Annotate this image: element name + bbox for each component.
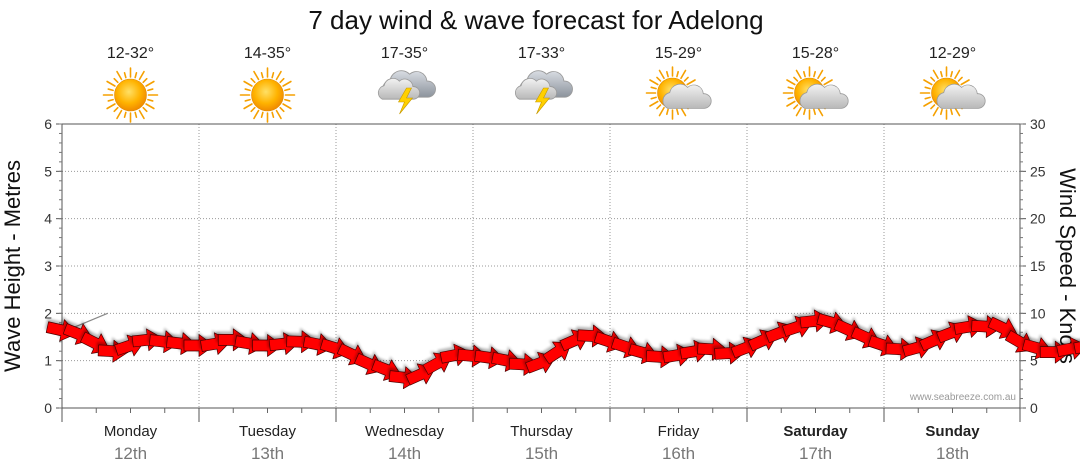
bottom-axis: Monday 12th Tuesday 13th Wednesday 14th Thursd… xyxy=(61,407,1021,463)
left-tick-label: 2 xyxy=(44,305,52,321)
day-date-label: 17th xyxy=(799,444,832,463)
left-tick-label: 3 xyxy=(44,258,52,274)
day-date-label: 14th xyxy=(388,444,421,463)
day-name-label: Sunday xyxy=(925,423,980,440)
right-axis-title: Wind Speed - Knots xyxy=(1055,168,1080,364)
wind-arrow xyxy=(1071,332,1080,357)
day-temperature: 17-33° xyxy=(518,45,565,62)
day-temperature: 17-35° xyxy=(381,45,428,62)
day-temperature: 12-29° xyxy=(929,45,976,62)
storm-icon xyxy=(377,70,436,115)
watermark: www.seabreeze.com.au xyxy=(909,392,1016,403)
day-header: 12-32° 14-35° 17-35° 17-33° 15-29° 15-28° 12-2… xyxy=(102,45,986,123)
storm-icon xyxy=(514,70,573,115)
day-name-label: Monday xyxy=(104,423,158,440)
day-temperature: 14-35° xyxy=(244,45,291,62)
wind-arrow-series xyxy=(44,307,1080,389)
partly-cloudy-icon xyxy=(782,66,849,120)
partly-cloudy-icon xyxy=(645,66,712,120)
right-tick-label: 15 xyxy=(1030,258,1046,274)
left-axis-title: Wave Height - Metres xyxy=(0,160,25,372)
left-tick-label: 0 xyxy=(44,400,52,416)
day-temperature: 15-29° xyxy=(655,45,702,62)
right-tick-label: 25 xyxy=(1030,163,1046,179)
left-tick-label: 6 xyxy=(44,116,52,132)
day-name-label: Wednesday xyxy=(365,423,444,440)
day-date-label: 16th xyxy=(662,444,695,463)
day-name-label: Tuesday xyxy=(239,423,296,440)
sunny-icon xyxy=(102,67,159,123)
right-axis: 0 5 10 15 20 25 30 xyxy=(1020,116,1046,416)
right-tick-label: 5 xyxy=(1030,353,1038,369)
day-name-label: Friday xyxy=(658,423,700,440)
day-date-label: 13th xyxy=(251,444,284,463)
grid-lines xyxy=(62,124,1020,408)
left-tick-label: 5 xyxy=(44,163,52,179)
left-axis: 0 1 2 3 4 5 6 xyxy=(44,116,62,416)
day-temperature: 12-32° xyxy=(107,45,154,62)
right-tick-label: 0 xyxy=(1030,400,1038,416)
partly-cloudy-icon xyxy=(919,66,986,120)
day-name-label: Saturday xyxy=(783,423,848,440)
day-date-label: 12th xyxy=(114,444,147,463)
day-temperature: 15-28° xyxy=(792,45,839,62)
sunny-icon xyxy=(239,67,296,123)
right-tick-label: 10 xyxy=(1030,305,1046,321)
right-tick-label: 20 xyxy=(1030,211,1046,227)
day-date-label: 18th xyxy=(936,444,969,463)
left-tick-label: 4 xyxy=(44,211,52,227)
chart-title: 7 day wind & wave forecast for Adelong xyxy=(308,5,763,35)
day-date-label: 15th xyxy=(525,444,558,463)
right-tick-label: 30 xyxy=(1030,116,1046,132)
left-tick-label: 1 xyxy=(44,353,52,369)
day-name-label: Thursday xyxy=(510,423,573,440)
